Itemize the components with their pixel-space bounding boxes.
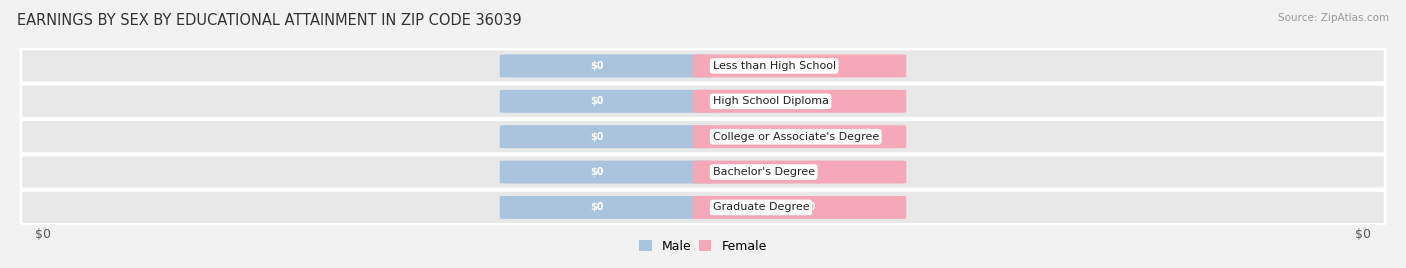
FancyBboxPatch shape (693, 54, 907, 77)
FancyBboxPatch shape (693, 161, 907, 184)
Text: Bachelor's Degree: Bachelor's Degree (713, 167, 814, 177)
FancyBboxPatch shape (499, 196, 713, 219)
Text: $0: $0 (591, 132, 603, 142)
FancyBboxPatch shape (499, 125, 713, 148)
Text: College or Associate's Degree: College or Associate's Degree (713, 132, 879, 142)
Text: Less than High School: Less than High School (713, 61, 835, 71)
Text: $0: $0 (1355, 228, 1371, 241)
Text: High School Diploma: High School Diploma (713, 96, 828, 106)
FancyBboxPatch shape (21, 84, 1385, 118)
Text: $0: $0 (803, 61, 815, 71)
Text: Graduate Degree: Graduate Degree (713, 202, 810, 213)
FancyBboxPatch shape (693, 196, 907, 219)
FancyBboxPatch shape (21, 49, 1385, 83)
Text: $0: $0 (803, 96, 815, 106)
Text: $0: $0 (591, 202, 603, 213)
FancyBboxPatch shape (693, 125, 907, 148)
FancyBboxPatch shape (499, 161, 713, 184)
FancyBboxPatch shape (21, 120, 1385, 154)
Text: $0: $0 (35, 228, 51, 241)
Text: Source: ZipAtlas.com: Source: ZipAtlas.com (1278, 13, 1389, 23)
FancyBboxPatch shape (499, 54, 713, 77)
Text: $0: $0 (803, 132, 815, 142)
Text: $0: $0 (591, 167, 603, 177)
FancyBboxPatch shape (21, 155, 1385, 189)
Text: $0: $0 (803, 202, 815, 213)
Text: $0: $0 (591, 61, 603, 71)
Legend: Male, Female: Male, Female (634, 235, 772, 258)
FancyBboxPatch shape (21, 191, 1385, 224)
FancyBboxPatch shape (499, 90, 713, 113)
Text: EARNINGS BY SEX BY EDUCATIONAL ATTAINMENT IN ZIP CODE 36039: EARNINGS BY SEX BY EDUCATIONAL ATTAINMEN… (17, 13, 522, 28)
FancyBboxPatch shape (693, 90, 907, 113)
Text: $0: $0 (803, 167, 815, 177)
Text: $0: $0 (591, 96, 603, 106)
